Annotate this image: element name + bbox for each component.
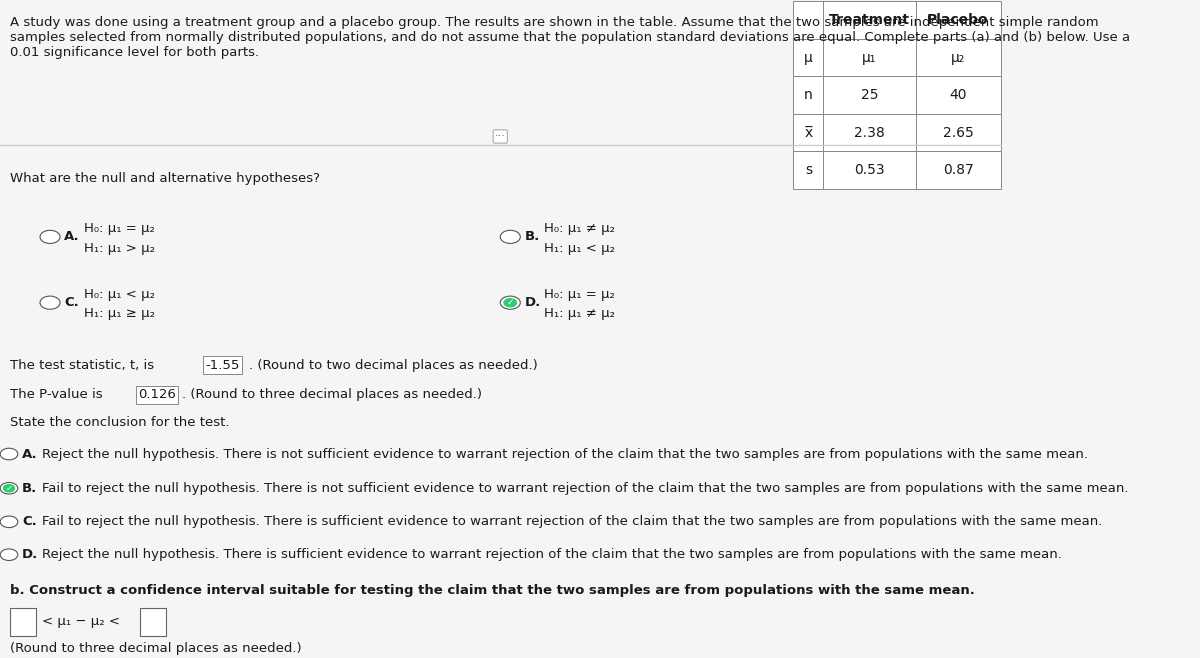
Text: A.: A.: [22, 447, 37, 461]
Text: B.: B.: [524, 230, 540, 243]
Text: H₀: μ₁ = μ₂: H₀: μ₁ = μ₂: [84, 222, 155, 235]
Text: 40: 40: [949, 88, 967, 102]
FancyBboxPatch shape: [793, 1, 823, 39]
Text: H₁: μ₁ ≠ μ₂: H₁: μ₁ ≠ μ₂: [545, 307, 616, 320]
Text: μ: μ: [804, 51, 812, 64]
Circle shape: [500, 230, 521, 243]
Text: 25: 25: [860, 88, 878, 102]
Circle shape: [4, 484, 14, 492]
Text: H₀: μ₁ ≠ μ₂: H₀: μ₁ ≠ μ₂: [545, 222, 616, 235]
Text: 2.65: 2.65: [943, 126, 973, 139]
Text: . (Round to two decimal places as needed.): . (Round to two decimal places as needed…: [250, 359, 538, 372]
Circle shape: [0, 516, 18, 528]
Text: D.: D.: [524, 296, 540, 309]
Text: Fail to reject the null hypothesis. There is sufficient evidence to warrant reje: Fail to reject the null hypothesis. Ther…: [42, 515, 1103, 528]
FancyBboxPatch shape: [916, 76, 1001, 114]
FancyBboxPatch shape: [140, 608, 166, 636]
Circle shape: [40, 296, 60, 309]
FancyBboxPatch shape: [793, 39, 823, 76]
FancyBboxPatch shape: [10, 608, 36, 636]
Text: The test statistic, t, is: The test statistic, t, is: [10, 359, 158, 372]
Text: Reject the null hypothesis. There is sufficient evidence to warrant rejection of: Reject the null hypothesis. There is suf…: [42, 548, 1062, 561]
Text: s: s: [805, 163, 812, 177]
Text: Reject the null hypothesis. There is not sufficient evidence to warrant rejectio: Reject the null hypothesis. There is not…: [42, 447, 1088, 461]
Text: H₁: μ₁ > μ₂: H₁: μ₁ > μ₂: [84, 241, 155, 255]
Text: μ₁: μ₁: [863, 51, 877, 64]
Circle shape: [500, 296, 521, 309]
Text: H₀: μ₁ < μ₂: H₀: μ₁ < μ₂: [84, 288, 155, 301]
Text: A.: A.: [64, 230, 79, 243]
FancyBboxPatch shape: [823, 1, 916, 39]
FancyBboxPatch shape: [916, 39, 1001, 76]
Text: C.: C.: [64, 296, 79, 309]
Text: 0.53: 0.53: [854, 163, 884, 177]
FancyBboxPatch shape: [823, 39, 916, 76]
Text: 0.126: 0.126: [138, 388, 176, 401]
FancyBboxPatch shape: [916, 151, 1001, 189]
Text: A study was done using a treatment group and a placebo group. The results are sh: A study was done using a treatment group…: [10, 16, 1130, 59]
Text: 0.87: 0.87: [943, 163, 973, 177]
Text: H₁: μ₁ ≥ μ₂: H₁: μ₁ ≥ μ₂: [84, 307, 155, 320]
Circle shape: [504, 299, 516, 307]
Text: . (Round to three decimal places as needed.): . (Round to three decimal places as need…: [182, 388, 482, 401]
FancyBboxPatch shape: [823, 76, 916, 114]
FancyBboxPatch shape: [793, 114, 823, 151]
Text: < μ₁ − μ₂ <: < μ₁ − μ₂ <: [42, 615, 120, 628]
FancyBboxPatch shape: [793, 76, 823, 114]
Text: H₀: μ₁ = μ₂: H₀: μ₁ = μ₂: [545, 288, 616, 301]
Text: x̅: x̅: [804, 126, 812, 139]
Text: μ₂: μ₂: [950, 51, 965, 64]
Circle shape: [0, 482, 18, 494]
Text: ✓: ✓: [506, 298, 514, 307]
FancyBboxPatch shape: [823, 151, 916, 189]
Circle shape: [0, 448, 18, 460]
Text: n: n: [804, 88, 812, 102]
Text: b. Construct a confidence interval suitable for testing the claim that the two s: b. Construct a confidence interval suita…: [10, 584, 974, 597]
Text: -1.55: -1.55: [205, 359, 240, 372]
Text: H₁: μ₁ < μ₂: H₁: μ₁ < μ₂: [545, 241, 616, 255]
Text: (Round to three decimal places as needed.): (Round to three decimal places as needed…: [10, 642, 301, 655]
FancyBboxPatch shape: [823, 114, 916, 151]
Text: C.: C.: [22, 515, 37, 528]
Text: Placebo: Placebo: [928, 13, 989, 27]
Text: The P-value is: The P-value is: [10, 388, 107, 401]
FancyBboxPatch shape: [916, 1, 1001, 39]
Circle shape: [0, 549, 18, 561]
Text: ✓: ✓: [6, 484, 12, 493]
Text: Fail to reject the null hypothesis. There is not sufficient evidence to warrant : Fail to reject the null hypothesis. Ther…: [42, 482, 1128, 495]
FancyBboxPatch shape: [793, 151, 823, 189]
Text: Treatment: Treatment: [829, 13, 910, 27]
Text: ···: ···: [494, 132, 505, 141]
Text: B.: B.: [22, 482, 37, 495]
Text: D.: D.: [22, 548, 38, 561]
Text: State the conclusion for the test.: State the conclusion for the test.: [10, 416, 229, 429]
Circle shape: [40, 230, 60, 243]
FancyBboxPatch shape: [916, 114, 1001, 151]
Text: 2.38: 2.38: [854, 126, 884, 139]
Text: What are the null and alternative hypotheses?: What are the null and alternative hypoth…: [10, 172, 320, 186]
